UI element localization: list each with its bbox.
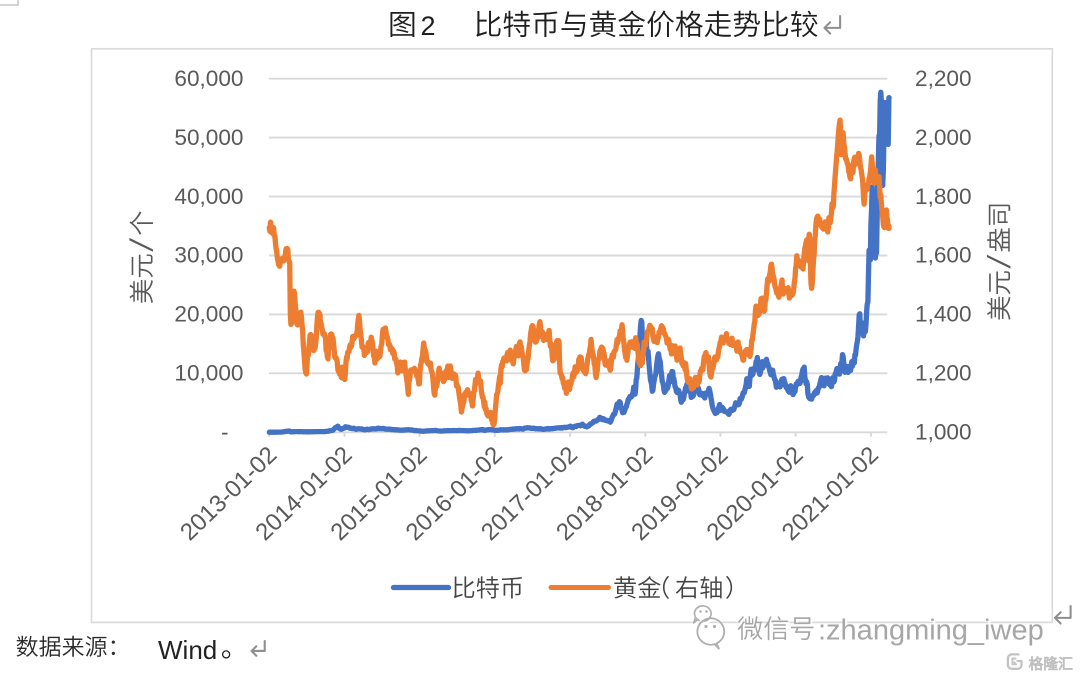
svg-text:50,000: 50,000 <box>174 125 243 150</box>
svg-text:1,000: 1,000 <box>915 420 972 445</box>
svg-text:2,000: 2,000 <box>915 125 972 150</box>
svg-text:60,000: 60,000 <box>174 66 243 91</box>
svg-text:10,000: 10,000 <box>174 361 243 386</box>
svg-text:2,200: 2,200 <box>915 66 972 91</box>
svg-text:40,000: 40,000 <box>174 184 243 209</box>
svg-text:Wind: Wind <box>158 635 217 665</box>
svg-text::zhangming_iwep: :zhangming_iwep <box>820 616 1046 648</box>
svg-text:1,400: 1,400 <box>915 302 972 327</box>
svg-text:-: - <box>221 420 229 445</box>
svg-text:20,000: 20,000 <box>174 302 243 327</box>
svg-text:30,000: 30,000 <box>174 243 243 268</box>
svg-text:1,600: 1,600 <box>915 243 972 268</box>
svg-text:1,200: 1,200 <box>915 361 972 386</box>
svg-text:2: 2 <box>421 11 436 41</box>
svg-text::zhangming_iwep: :zhangming_iwep <box>818 615 1044 647</box>
svg-text:1,800: 1,800 <box>915 184 972 209</box>
